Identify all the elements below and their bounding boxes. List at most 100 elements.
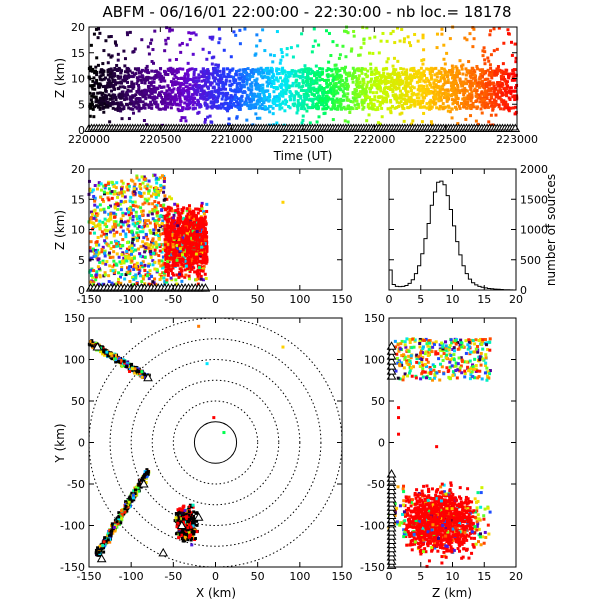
source-point [334, 81, 338, 85]
source-point [100, 99, 104, 103]
source-point [107, 93, 111, 97]
source-point [271, 60, 275, 64]
source-point [397, 104, 401, 108]
source-point [141, 260, 145, 264]
source-point [422, 58, 426, 62]
source-point [509, 40, 513, 44]
source-point [112, 72, 116, 76]
source-point [144, 102, 148, 106]
source-point [407, 106, 411, 110]
source-point [320, 103, 324, 107]
source-point [280, 69, 284, 73]
source-point [198, 240, 202, 244]
source-point [451, 83, 455, 87]
source-point [199, 85, 203, 89]
source-point [327, 83, 331, 87]
source-point [162, 276, 166, 280]
source-point [128, 272, 132, 276]
source-point [313, 73, 317, 77]
source-point [92, 105, 96, 109]
source-point [132, 187, 136, 191]
source-point [120, 194, 124, 198]
source-point [428, 81, 432, 85]
source-point [97, 243, 101, 247]
source-point [428, 68, 432, 72]
source-point [140, 210, 144, 214]
source-point [292, 69, 296, 73]
source-point [116, 74, 120, 78]
source-point [370, 83, 374, 87]
source-point [205, 97, 209, 101]
source-point [108, 97, 112, 101]
source-point [204, 230, 208, 234]
source-point [352, 29, 356, 33]
source-point [138, 220, 142, 224]
source-point [290, 92, 294, 96]
source-point [135, 174, 139, 178]
source-point [420, 58, 424, 62]
source-point [249, 92, 253, 96]
source-point [450, 72, 454, 76]
source-point [112, 222, 116, 226]
source-point [202, 91, 206, 95]
source-point [357, 105, 361, 109]
source-point [208, 114, 212, 118]
source-point [278, 107, 282, 111]
source-point [153, 102, 157, 106]
source-point [312, 93, 316, 97]
source-point [95, 187, 99, 191]
source-point [481, 49, 485, 53]
source-point [146, 183, 150, 187]
source-point [326, 75, 330, 79]
source-point [475, 88, 479, 92]
source-point [124, 212, 128, 216]
source-point [133, 221, 137, 225]
source-point [395, 100, 399, 104]
source-point [128, 102, 132, 106]
source-point [160, 90, 164, 94]
source-point [495, 92, 499, 96]
source-point [126, 80, 130, 84]
source-point [257, 72, 261, 76]
source-point [111, 183, 115, 187]
source-point [144, 232, 148, 236]
source-point [275, 76, 279, 80]
source-point [259, 106, 263, 110]
source-point [382, 71, 386, 75]
source-point [131, 200, 135, 204]
source-point [171, 89, 175, 93]
source-point [147, 81, 151, 85]
source-point [161, 206, 165, 210]
source-point [296, 106, 300, 110]
source-point [349, 99, 353, 103]
source-point [412, 102, 416, 106]
source-point [147, 219, 151, 223]
source-point [253, 92, 257, 96]
source-point [94, 275, 98, 279]
source-point [134, 72, 138, 76]
source-point [162, 186, 166, 190]
source-point [121, 238, 125, 242]
source-point [175, 67, 179, 71]
source-point [107, 219, 111, 223]
source-point [128, 208, 132, 212]
source-point [176, 77, 180, 81]
source-point [176, 216, 180, 220]
source-point [165, 26, 169, 30]
source-point [129, 107, 133, 111]
source-point [188, 209, 192, 213]
source-point [344, 55, 348, 59]
source-point [181, 67, 185, 71]
source-point [437, 69, 441, 73]
source-point [235, 69, 239, 73]
source-point [119, 262, 123, 266]
source-point [105, 218, 109, 222]
source-point [417, 75, 421, 79]
source-point [434, 101, 438, 105]
source-point [204, 220, 208, 224]
source-point [336, 107, 340, 111]
source-point [192, 76, 196, 80]
source-point [301, 99, 305, 103]
source-point [153, 29, 157, 33]
source-point [278, 104, 282, 108]
